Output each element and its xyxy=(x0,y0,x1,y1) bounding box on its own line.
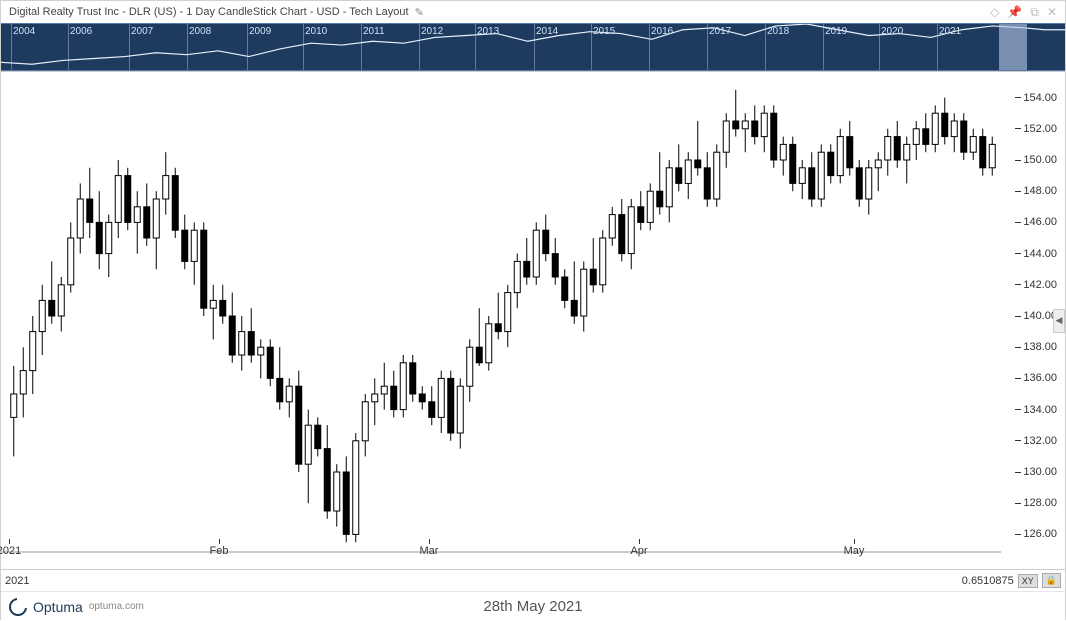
optuma-logo-icon xyxy=(9,598,27,616)
timeline-sparkline xyxy=(1,24,1065,70)
x-tick-label: Feb xyxy=(210,545,229,557)
logo-area: Optuma optuma.com xyxy=(9,598,144,616)
timeline-year-label: 2016 xyxy=(651,26,673,37)
edit-icon[interactable]: ✎ xyxy=(415,6,424,19)
timeline-year-label: 2013 xyxy=(477,26,499,37)
y-tick-label: 148.00 xyxy=(1015,185,1057,197)
copy-icon[interactable]: ⧉ xyxy=(1030,5,1039,20)
timeline-year-label: 2010 xyxy=(305,26,327,37)
y-tick-label: 140.00 xyxy=(1015,310,1057,322)
timeline-year-label: 2011 xyxy=(363,26,385,37)
timeline-year-label: 2004 xyxy=(13,26,35,37)
timeline-year-label: 2021 xyxy=(939,26,961,37)
close-icon[interactable]: ✕ xyxy=(1047,5,1057,20)
logo-url[interactable]: optuma.com xyxy=(89,601,144,612)
timeline-strip[interactable]: 2004 2006 2007 2008 2009 2010 2011 2012 2013 2014… xyxy=(1,23,1065,71)
y-tick-label: 138.00 xyxy=(1015,341,1057,353)
y-tick-label: 126.00 xyxy=(1015,528,1057,540)
lock-icon[interactable]: 🔒 xyxy=(1042,573,1061,588)
x-tick-label: Mar xyxy=(420,545,439,557)
y-tick-label: 134.00 xyxy=(1015,404,1057,416)
x-tick-label: Apr xyxy=(630,545,647,557)
pin-icon[interactable]: 📌 xyxy=(1007,5,1022,20)
y-tick-label: 132.00 xyxy=(1015,435,1057,447)
window-controls: ◇ 📌 ⧉ ✕ xyxy=(990,5,1057,20)
y-tick-label: 150.00 xyxy=(1015,154,1057,166)
y-tick-label: 146.00 xyxy=(1015,216,1057,228)
footer: 2021 0.6510875 XY 🔒 Optuma optuma.com 28… xyxy=(1,569,1065,621)
x-tick-label: 2021 xyxy=(0,545,21,557)
y-tick-label: 142.00 xyxy=(1015,279,1057,291)
y-tick-label: 144.00 xyxy=(1015,248,1057,260)
footer-year: 2021 xyxy=(5,575,29,587)
ratio-value: 0.6510875 xyxy=(962,575,1014,587)
y-tick-label: 130.00 xyxy=(1015,466,1057,478)
title-bar: Digital Realty Trust Inc - DLR (US) - 1 … xyxy=(1,1,1065,23)
timeline-year-label: 2020 xyxy=(881,26,903,37)
timeline-year-label: 2008 xyxy=(189,26,211,37)
timeline-year-label: 2019 xyxy=(825,26,847,37)
timeline-year-label: 2012 xyxy=(421,26,443,37)
y-tick-label: 128.00 xyxy=(1015,497,1057,509)
timeline-highlight[interactable] xyxy=(999,24,1027,70)
diamond-icon[interactable]: ◇ xyxy=(990,5,999,20)
timeline-year-label: 2009 xyxy=(249,26,271,37)
x-tick-label: May xyxy=(844,545,865,557)
timeline-year-label: 2014 xyxy=(536,26,558,37)
x-axis-labels: 2021 Feb Mar Apr May xyxy=(1,545,1005,565)
y-tick-label: 152.00 xyxy=(1015,123,1057,135)
chart-area[interactable]: 126.00 128.00 130.00 132.00 134.00 136.00 138.… xyxy=(1,71,1065,569)
timeline-year-label: 2006 xyxy=(70,26,92,37)
y-tick-label: 136.00 xyxy=(1015,372,1057,384)
y-tick-label: 154.00 xyxy=(1015,92,1057,104)
timeline-year-label: 2018 xyxy=(767,26,789,37)
timeline-year-label: 2017 xyxy=(709,26,731,37)
timeline-year-label: 2007 xyxy=(131,26,153,37)
logo-text: Optuma xyxy=(33,599,83,615)
xy-button[interactable]: XY xyxy=(1018,574,1038,588)
timeline-year-label: 2015 xyxy=(593,26,615,37)
chart-date: 28th May 2021 xyxy=(483,598,582,615)
candlestick-chart xyxy=(1,72,1066,570)
scroll-right-arrow[interactable]: ◀ xyxy=(1053,309,1065,333)
chart-title: Digital Realty Trust Inc - DLR (US) - 1 … xyxy=(9,6,409,18)
